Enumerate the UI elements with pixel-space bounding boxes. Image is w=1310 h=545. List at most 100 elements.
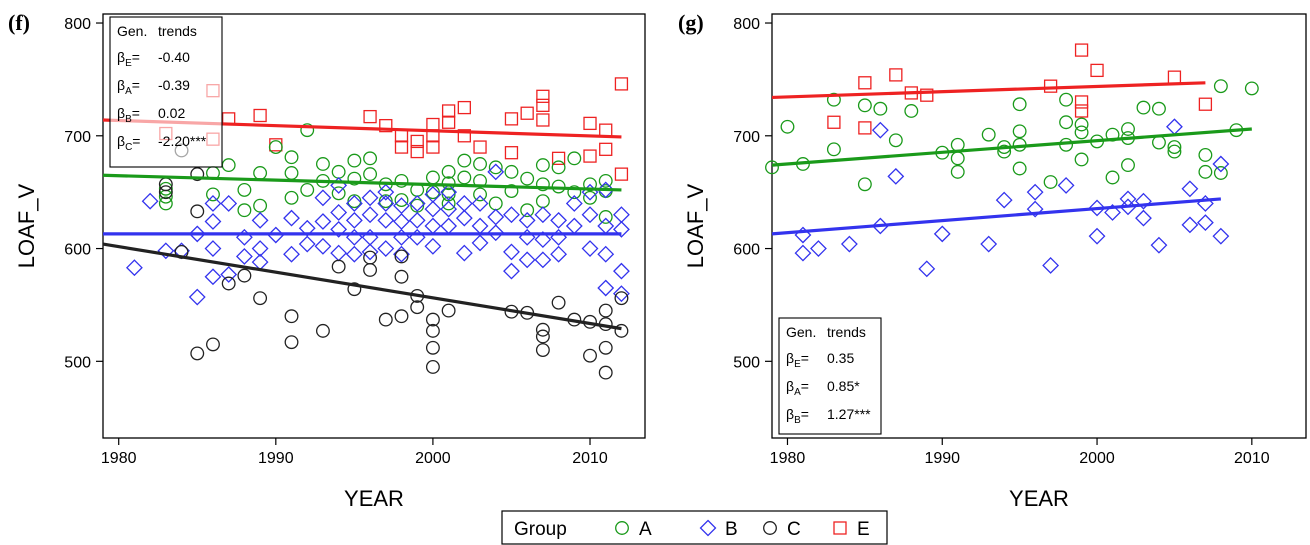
trend-box-value: -2.20*** [158, 133, 207, 149]
panel-f: (f) 1980 1990 2000 2010 500 600 700 800 YEAR LOAF_… [8, 10, 646, 511]
data-point-C [598, 340, 613, 355]
data-point-C [190, 167, 205, 182]
data-point-B [377, 195, 395, 212]
data-point-C [158, 185, 173, 200]
data-point-B [995, 191, 1013, 209]
data-point-A [888, 133, 903, 148]
trend-box-header: Gen. [786, 324, 816, 340]
data-point-E [536, 113, 550, 127]
data-point-C [425, 360, 440, 374]
x-tick-label: 1980 [101, 450, 137, 467]
data-point-A [158, 181, 173, 196]
data-point-C [394, 249, 409, 264]
data-point-B [235, 248, 253, 265]
legend-label-B: B [725, 519, 738, 540]
data-point-C [425, 323, 440, 338]
data-point-E [583, 116, 597, 131]
data-point-C [378, 312, 393, 327]
data-point-A [237, 203, 252, 218]
data-point-E [1090, 63, 1104, 78]
data-point-E [827, 115, 841, 129]
data-point-A [504, 184, 519, 198]
trend-box-label: βB= [117, 105, 140, 125]
data-point-A [394, 173, 409, 188]
data-point-B [1104, 204, 1121, 221]
data-point-B [298, 235, 316, 253]
data-point-B [1150, 236, 1168, 254]
legend-label-C: C [787, 519, 801, 540]
data-point-C [410, 300, 425, 315]
data-point-A [1213, 79, 1228, 94]
legend-title: Group [514, 519, 567, 540]
data-point-A [331, 186, 346, 201]
data-point-B [503, 206, 520, 224]
legend-box [501, 510, 888, 545]
legend-marker-B [699, 519, 717, 537]
data-point-A [1121, 158, 1135, 173]
data-point-C [190, 204, 205, 219]
data-point-A [1213, 166, 1228, 180]
data-point-E [504, 146, 519, 160]
data-point-E [614, 77, 629, 91]
data-point-B [408, 211, 426, 229]
data-point-A [1121, 122, 1135, 136]
data-point-B [471, 234, 489, 252]
data-point-B [887, 167, 905, 185]
legend-label-A: A [639, 519, 652, 540]
data-point-E [394, 140, 409, 154]
data-point-A [551, 160, 566, 175]
data-point-B [1057, 176, 1075, 194]
data-point-B [794, 244, 812, 262]
data-point-B [377, 183, 395, 201]
data-point-C [237, 268, 252, 283]
data-point-B [613, 285, 630, 303]
data-point-A [363, 167, 378, 182]
data-point-B [377, 240, 395, 257]
data-point-B [1026, 183, 1044, 201]
data-point-A [394, 193, 409, 208]
data-point-B [581, 206, 599, 224]
data-point-B [1042, 257, 1060, 274]
data-point-B [283, 245, 300, 263]
data-point-A [441, 196, 456, 211]
data-point-E [379, 118, 393, 133]
data-point-A [598, 210, 613, 224]
trend-line-A [102, 173, 622, 192]
data-point-C [394, 309, 409, 324]
data-point-A [347, 153, 362, 168]
data-point-B [933, 225, 951, 243]
data-point-C [535, 322, 550, 337]
data-point-B [534, 231, 552, 248]
y-tick-label: 500 [733, 354, 760, 371]
trend-box [778, 317, 882, 435]
data-point-A [300, 123, 315, 138]
data-point-A [567, 151, 582, 166]
data-point-B [1088, 199, 1106, 217]
data-point-A [1074, 125, 1089, 140]
data-point-B [424, 200, 442, 218]
data-point-E [410, 144, 424, 159]
data-point-B [980, 235, 998, 253]
data-point-B [314, 213, 332, 230]
data-point-E [1074, 104, 1089, 118]
data-point-A [206, 187, 220, 202]
data-point-A [268, 140, 283, 155]
data-point-A [857, 177, 872, 192]
data-point-B [314, 189, 332, 207]
legend-marker-A [615, 521, 629, 535]
data-point-A [535, 158, 550, 173]
data-point-A [1152, 101, 1166, 116]
data-point-E [441, 115, 456, 129]
data-point-E [614, 167, 629, 181]
data-point-B [1135, 209, 1152, 227]
x-tick-label: 2010 [1234, 450, 1270, 467]
y-tick-label: 500 [64, 354, 91, 371]
x-tick-label: 1990 [258, 450, 294, 467]
data-point-B [597, 181, 615, 199]
data-point-A [1198, 164, 1213, 179]
data-point-B [534, 206, 552, 224]
data-point-A [504, 164, 519, 179]
data-point-E [858, 121, 872, 135]
data-point-A [904, 104, 919, 118]
data-point-B [361, 206, 379, 224]
